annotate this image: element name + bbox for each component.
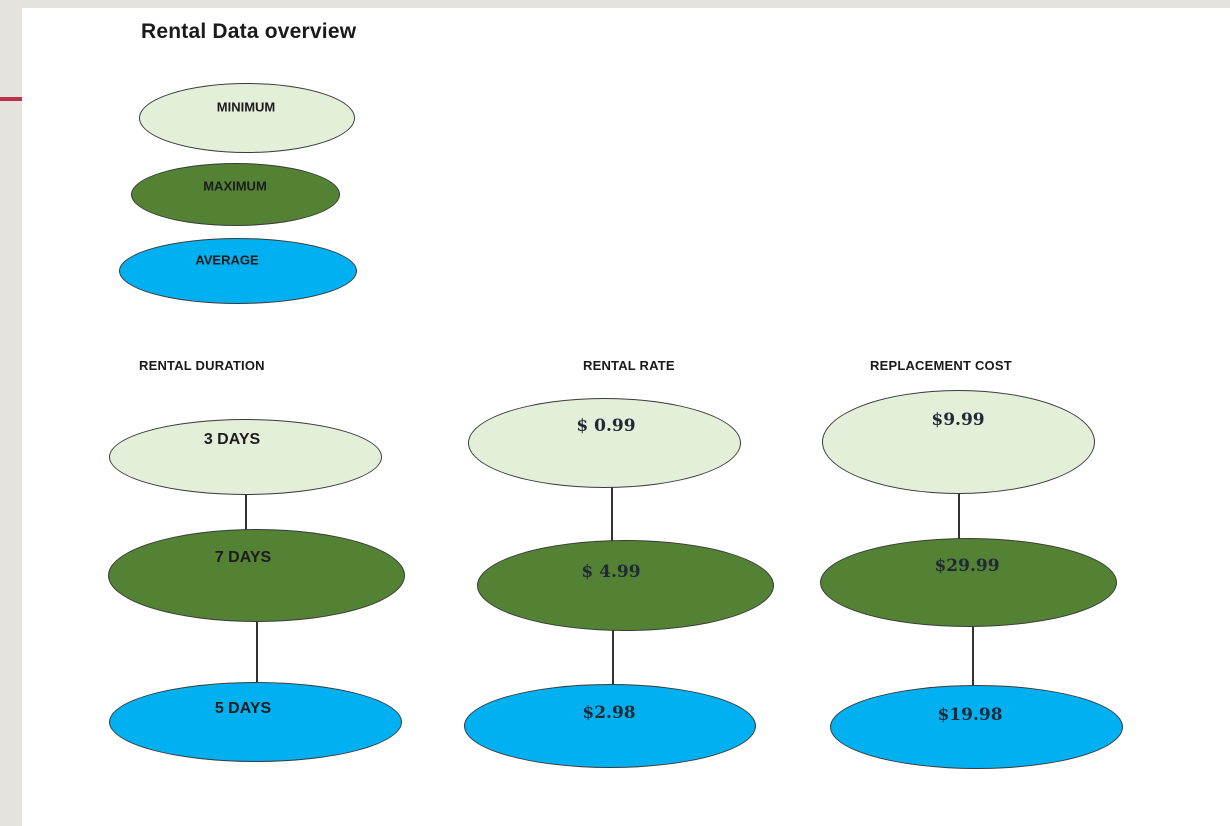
rental-duration-header: RENTAL DURATION	[139, 358, 265, 373]
rate-min-value: $ 0.99	[576, 416, 636, 436]
cost-min-ellipse	[822, 390, 1095, 494]
accent-bar	[0, 97, 22, 101]
legend-minimum-ellipse	[139, 83, 355, 153]
duration-connector-bottom	[256, 621, 258, 683]
legend-average-label: AVERAGE	[195, 252, 259, 268]
legend-maximum-ellipse	[131, 163, 340, 226]
legend-maximum-label: MAXIMUM	[203, 178, 267, 194]
rate-connector-top	[611, 487, 613, 541]
duration-min-ellipse	[109, 419, 382, 495]
rate-avg-ellipse	[464, 684, 756, 768]
duration-connector-top	[245, 494, 247, 531]
rate-max-value: $ 4.99	[581, 562, 641, 582]
cost-connector-bottom	[972, 626, 974, 686]
duration-max-ellipse	[108, 529, 405, 622]
duration-avg-ellipse	[109, 682, 402, 762]
page-title: Rental Data overview	[141, 20, 357, 43]
legend-minimum-label: MINIMUM	[216, 99, 276, 115]
cost-max-value: $29.99	[934, 556, 1000, 576]
rate-connector-bottom	[612, 630, 614, 685]
rate-max-ellipse	[477, 540, 774, 631]
duration-max-value: 7 DAYS	[214, 549, 272, 566]
rate-avg-value: $2.98	[582, 703, 636, 723]
replacement-cost-header: REPLACEMENT COST	[870, 358, 1012, 373]
cost-avg-value: $19.98	[937, 705, 1003, 725]
duration-avg-value: 5 DAYS	[214, 700, 272, 717]
legend-average-ellipse	[119, 238, 357, 304]
cost-max-ellipse	[820, 538, 1117, 627]
rate-min-ellipse	[468, 398, 741, 488]
rental-rate-header: RENTAL RATE	[583, 358, 675, 373]
cost-min-value: $9.99	[931, 410, 985, 430]
cost-connector-top	[958, 493, 960, 539]
cost-avg-ellipse	[830, 685, 1123, 769]
duration-min-value: 3 DAYS	[203, 431, 261, 448]
